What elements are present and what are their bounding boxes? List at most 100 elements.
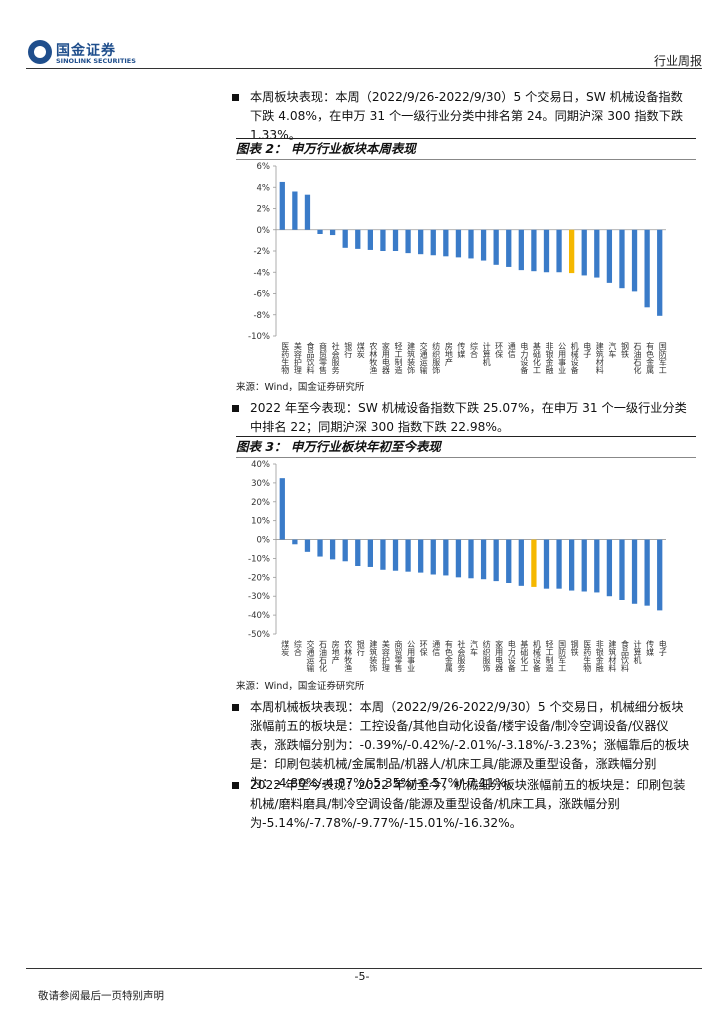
bar <box>606 539 613 597</box>
bar <box>493 229 499 265</box>
bar <box>380 229 386 251</box>
y-tick-label: 30% <box>251 479 270 489</box>
bullet-text: 2022 年至今表现：SW 机械设备指数下跌 25.07%，在申万 31 个一级… <box>250 401 687 434</box>
bullet-weekly-machinery: 本周机械板块表现：本周（2022/9/26-2022/9/30）5 个交易日，机… <box>232 698 690 793</box>
x-tick-label: 美容护理 <box>293 341 302 374</box>
bar <box>329 539 336 560</box>
x-tick-label: 环保 <box>495 342 504 359</box>
x-tick-label: 通信 <box>507 341 516 359</box>
y-tick-label: -2% <box>253 247 270 257</box>
bar <box>569 229 575 274</box>
y-tick-label: 2% <box>257 205 271 215</box>
x-tick-label: 社会服务 <box>457 639 466 673</box>
bar <box>430 229 436 256</box>
y-tick-label: -10% <box>248 554 270 564</box>
x-tick-label: 通信 <box>432 639 441 657</box>
bar <box>506 539 512 583</box>
x-tick-label: 建筑材料 <box>595 341 604 375</box>
figure-3-title: 图表 3： 申万行业板块年初至今表现 <box>236 436 696 458</box>
y-tick-label: 20% <box>251 498 270 508</box>
company-logo: 国金证券 SINOLINK SECURITIES <box>28 40 138 66</box>
bar <box>556 229 562 273</box>
x-tick-label: 农林牧渔 <box>344 639 353 672</box>
y-tick-label: 10% <box>251 517 270 527</box>
x-tick-label: 电子 <box>658 639 667 656</box>
x-tick-label: 交通运输 <box>306 639 315 673</box>
bar <box>392 539 399 571</box>
bullet-ytd-sector: 2022 年至今表现：SW 机械设备指数下跌 25.07%，在申万 31 个一级… <box>232 399 690 437</box>
bullet-text: 本周机械板块表现：本周（2022/9/26-2022/9/30）5 个交易日，机… <box>250 700 690 790</box>
x-tick-label: 家用电器 <box>381 341 390 375</box>
bullet-text: 2022 年至今表现：2022 年初至今，机械细分板块涨幅前五的板块是：印刷包装… <box>250 778 686 830</box>
logo-mark-icon <box>28 40 52 64</box>
x-tick-label: 非银金融 <box>595 639 604 673</box>
x-tick-label: 综合 <box>470 341 479 359</box>
x-tick-label: 有色金属 <box>444 639 453 673</box>
bar <box>292 191 298 230</box>
weekly-sector-bar-chart: 6% 4% 2% 0% -2% -4% -6% -8% -10% 医药生物 美容护理 食品饮料 商贸零售… <box>248 162 667 375</box>
bar <box>405 229 411 254</box>
figure-2-source: 来源：Wind，国金证券研究所 <box>236 382 365 393</box>
bar <box>581 229 587 276</box>
bar <box>619 539 625 600</box>
x-tick-label: 汽车 <box>608 341 617 359</box>
bar <box>304 194 311 230</box>
logo-text-en: SINOLINK SECURITIES <box>56 57 136 65</box>
bar <box>518 229 524 271</box>
x-tick-label: 轻工制造 <box>545 639 554 673</box>
footer-disclaimer: 敬请参阅最后一页特别声明 <box>38 990 164 1002</box>
x-tick-label: 传媒 <box>646 639 655 657</box>
x-tick-label: 国防军工 <box>658 342 667 374</box>
bar <box>657 539 663 611</box>
bar <box>556 539 562 589</box>
y-tick-label: 0% <box>257 536 271 546</box>
figure-2-title: 图表 2： 申万行业板块本周表现 <box>236 138 696 160</box>
x-tick-label: 基础化工 <box>520 639 529 672</box>
x-tick-label: 综合 <box>293 639 302 657</box>
x-tick-label: 家用电器 <box>495 639 504 673</box>
x-tick-label: 商贸零售 <box>394 639 403 673</box>
x-tick-label: 电力设备 <box>520 341 529 375</box>
figure-3-chart: 40% 30% 20% 10% 0% -10% -20% -30% -40% -50% 煤炭 综合 交通… <box>236 458 696 674</box>
bar <box>279 181 285 230</box>
bar <box>355 539 361 566</box>
bar <box>317 229 323 234</box>
x-tick-label: 房地产 <box>331 639 340 665</box>
figure-3-source: 来源：Wind，国金证券研究所 <box>236 681 365 692</box>
x-tick-label: 石油石化 <box>633 342 642 375</box>
x-tick-label: 医药生物 <box>583 640 592 673</box>
y-tick-label: -4% <box>253 268 270 278</box>
bar <box>468 229 474 259</box>
x-tick-label: 电力设备 <box>507 639 516 673</box>
x-tick-label: 电子 <box>583 341 592 358</box>
bar <box>493 539 499 582</box>
x-tick-label: 国防军工 <box>558 640 567 672</box>
bar <box>569 539 575 591</box>
bar <box>518 539 524 586</box>
footer-divider <box>26 968 702 969</box>
x-tick-label: 食品饮料 <box>620 639 629 673</box>
bar <box>594 539 600 593</box>
x-tick-label: 轻工制造 <box>394 341 403 375</box>
bullet-square-icon <box>232 782 239 789</box>
y-tick-label: 40% <box>251 460 270 470</box>
bullet-ytd-machinery: 2022 年至今表现：2022 年初至今，机械细分板块涨幅前五的板块是：印刷包装… <box>232 776 690 833</box>
x-tick-label: 机械设备 <box>570 341 579 375</box>
bar <box>480 229 487 261</box>
y-tick-label: 4% <box>257 183 271 193</box>
bar <box>367 539 373 567</box>
x-tick-label: 建筑材料 <box>608 639 617 673</box>
bar <box>631 229 638 292</box>
x-tick-label: 汽车 <box>470 639 479 657</box>
bar <box>380 539 386 570</box>
bullet-square-icon <box>232 405 239 412</box>
bar <box>279 478 285 540</box>
y-tick-label: -6% <box>253 290 270 300</box>
bar <box>480 539 487 580</box>
x-tick-label: 非银金融 <box>545 341 554 375</box>
bar <box>418 229 424 255</box>
bullet-square-icon <box>232 94 239 101</box>
x-tick-label: 计算机 <box>482 341 491 367</box>
bar <box>581 539 587 592</box>
bar <box>317 539 323 557</box>
